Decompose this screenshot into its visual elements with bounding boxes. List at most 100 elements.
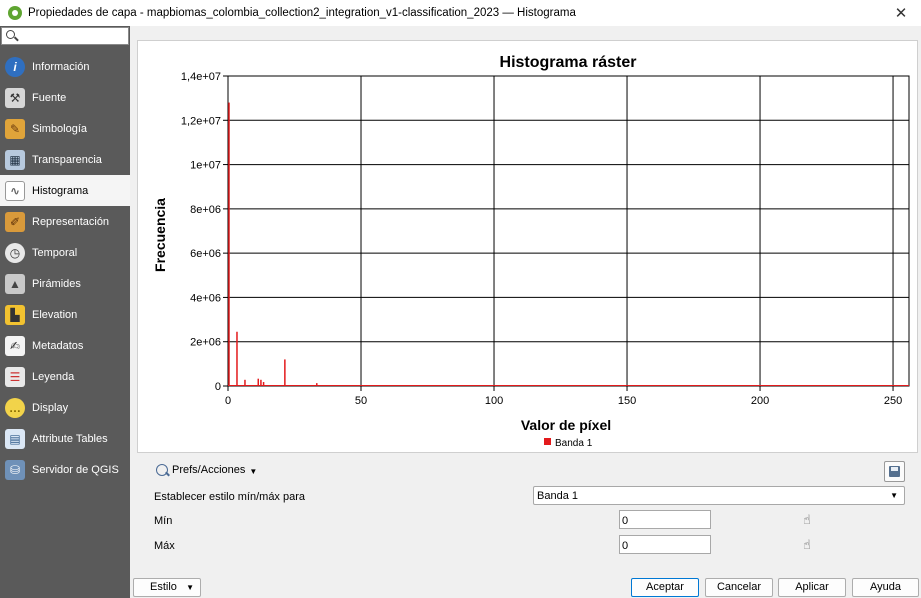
chevron-down-icon: ▼ <box>186 583 194 592</box>
legend-swatch <box>544 438 551 445</box>
pick-max-hand-icon[interactable]: ☝ <box>803 537 811 552</box>
sidebar-item-representacion[interactable]: ✐ Representación <box>0 206 130 237</box>
server-icon: ⛁ <box>5 459 25 480</box>
close-icon[interactable]: ✕ <box>894 5 908 22</box>
x-tick-label: 150 <box>618 395 636 407</box>
sidebar-item-attribute-tables[interactable]: ▤ Attribute Tables <box>0 423 130 454</box>
sidebar-item-label: Transparencia <box>32 153 102 166</box>
prefs-actions-button[interactable]: Prefs/Acciones ▼ <box>156 463 257 476</box>
cancel-button[interactable]: Cancelar <box>705 578 773 597</box>
metadata-icon: ✍ <box>5 335 25 356</box>
sidebar-item-label: Información <box>32 60 90 73</box>
y-tick-label: 2e+06 <box>190 337 221 349</box>
clock-icon: ◷ <box>5 242 25 263</box>
help-button[interactable]: Ayuda <box>852 578 919 597</box>
min-label: Mín <box>154 515 173 527</box>
min-value-input[interactable] <box>619 510 711 529</box>
y-tick-label: 8e+06 <box>190 204 221 216</box>
histogram-bar <box>244 379 246 386</box>
sidebar-item-transparencia[interactable]: ▦ Transparencia <box>0 144 130 175</box>
sidebar-item-leyenda[interactable]: ☰ Leyenda <box>0 361 130 392</box>
legend-label: Banda 1 <box>555 438 593 449</box>
x-tick-label: 100 <box>485 395 503 407</box>
histogram-bar <box>260 379 262 386</box>
magnifier-icon <box>156 463 168 476</box>
sidebar: i Información ⚒ Fuente ✎ Simbología ▦ Tr… <box>0 26 130 598</box>
transparency-icon: ▦ <box>5 149 25 170</box>
sidebar-item-temporal[interactable]: ◷ Temporal <box>0 237 130 268</box>
legend-icon: ☰ <box>5 366 25 387</box>
sidebar-item-histograma[interactable]: ∿ Histograma <box>0 175 130 206</box>
sidebar-item-label: Histograma <box>32 184 89 197</box>
paintbrush-icon: ✎ <box>5 118 25 139</box>
source-tools-icon: ⚒ <box>5 87 25 108</box>
band-select-value: Banda 1 <box>537 490 578 502</box>
save-icon <box>889 466 900 477</box>
sidebar-nav: i Información ⚒ Fuente ✎ Simbología ▦ Tr… <box>0 51 130 485</box>
histogram-bar <box>284 359 286 386</box>
y-axis-ticks: 0 2e+06 4e+06 6e+06 8e+06 1e+07 1,2e+07 1,4e+07 <box>181 71 228 393</box>
chevron-down-icon: ▼ <box>249 467 258 476</box>
y-tick-label: 1,2e+07 <box>181 115 221 127</box>
window-title: Propiedades de capa - mapbiomas_colombia… <box>28 7 576 19</box>
save-chart-button[interactable] <box>884 461 905 482</box>
sidebar-item-fuente[interactable]: ⚒ Fuente <box>0 82 130 113</box>
histogram-bar <box>316 383 318 386</box>
sidebar-item-informacion[interactable]: i Información <box>0 51 130 82</box>
x-tick-label: 250 <box>884 395 902 407</box>
accept-button[interactable]: Aceptar <box>631 578 699 597</box>
y-tick-label: 1,4e+07 <box>181 71 221 83</box>
rendering-brush-icon: ✐ <box>5 211 25 232</box>
sidebar-item-label: Pirámides <box>32 277 81 290</box>
sidebar-item-display[interactable]: … Display <box>0 392 130 423</box>
chart-grid <box>227 75 910 387</box>
search-input[interactable] <box>1 27 129 45</box>
y-tick-label: 6e+06 <box>190 248 221 260</box>
pick-min-hand-icon[interactable]: ☝ <box>803 512 811 527</box>
band-select[interactable]: Banda 1 ▼ <box>533 486 905 505</box>
attribute-table-icon: ▤ <box>5 428 25 449</box>
apply-button[interactable]: Aplicar <box>778 578 846 597</box>
sidebar-item-label: Leyenda <box>32 370 75 383</box>
sidebar-item-label: Elevation <box>32 308 78 321</box>
search-icon <box>6 30 15 39</box>
elevation-icon: ▙ <box>5 304 25 325</box>
title-bar: Propiedades de capa - mapbiomas_colombia… <box>0 0 921 26</box>
sidebar-item-simbologia[interactable]: ✎ Simbología <box>0 113 130 144</box>
sidebar-item-metadatos[interactable]: ✍ Metadatos <box>0 330 130 361</box>
y-axis-label: Frecuencia <box>152 198 168 272</box>
y-tick-label: 4e+06 <box>190 292 221 304</box>
sidebar-item-label: Metadatos <box>32 339 84 352</box>
chart-bars <box>228 102 909 387</box>
sidebar-item-label: Display <box>32 401 69 414</box>
y-tick-label: 0 <box>215 381 221 393</box>
histogram-bar <box>257 378 260 386</box>
sidebar-item-label: Representación <box>32 215 110 228</box>
histogram-bar <box>262 382 265 386</box>
plot-frame <box>227 75 910 387</box>
histogram-plot: Histograma ráster 0 50 100 150 200 250 0 2e+06… <box>152 54 910 449</box>
pyramids-icon: ▲ <box>5 273 25 294</box>
minmax-style-label: Establecer estilo mín/máx para <box>154 491 306 503</box>
x-tick-label: 0 <box>225 395 231 407</box>
x-axis-ticks: 0 50 100 150 200 250 <box>225 386 902 407</box>
sidebar-item-label: Simbología <box>32 122 88 135</box>
y-tick-label: 1e+07 <box>190 160 221 172</box>
x-tick-label: 200 <box>751 395 769 407</box>
sidebar-item-elevation[interactable]: ▙ Elevation <box>0 299 130 330</box>
max-value-input[interactable] <box>619 535 711 554</box>
sidebar-item-label: Attribute Tables <box>32 432 108 445</box>
qgis-logo-icon <box>8 6 22 20</box>
x-tick-label: 50 <box>355 395 367 407</box>
max-label: Máx <box>154 540 175 552</box>
histogram-chart: Histograma ráster 0 50 100 150 200 250 0 2e+06… <box>137 40 918 453</box>
sidebar-item-piramides[interactable]: ▲ Pirámides <box>0 268 130 299</box>
sidebar-item-label: Servidor de QGIS <box>32 463 119 476</box>
sidebar-item-servidor-qgis[interactable]: ⛁ Servidor de QGIS <box>0 454 130 485</box>
histogram-icon: ∿ <box>5 180 25 201</box>
style-menu-button[interactable]: Estilo ▼ <box>133 578 201 597</box>
x-axis-label: Valor de píxel <box>521 417 611 433</box>
histogram-bar <box>236 331 238 386</box>
display-bubble-icon: … <box>5 397 25 418</box>
chart-title: Histograma ráster <box>500 54 637 71</box>
